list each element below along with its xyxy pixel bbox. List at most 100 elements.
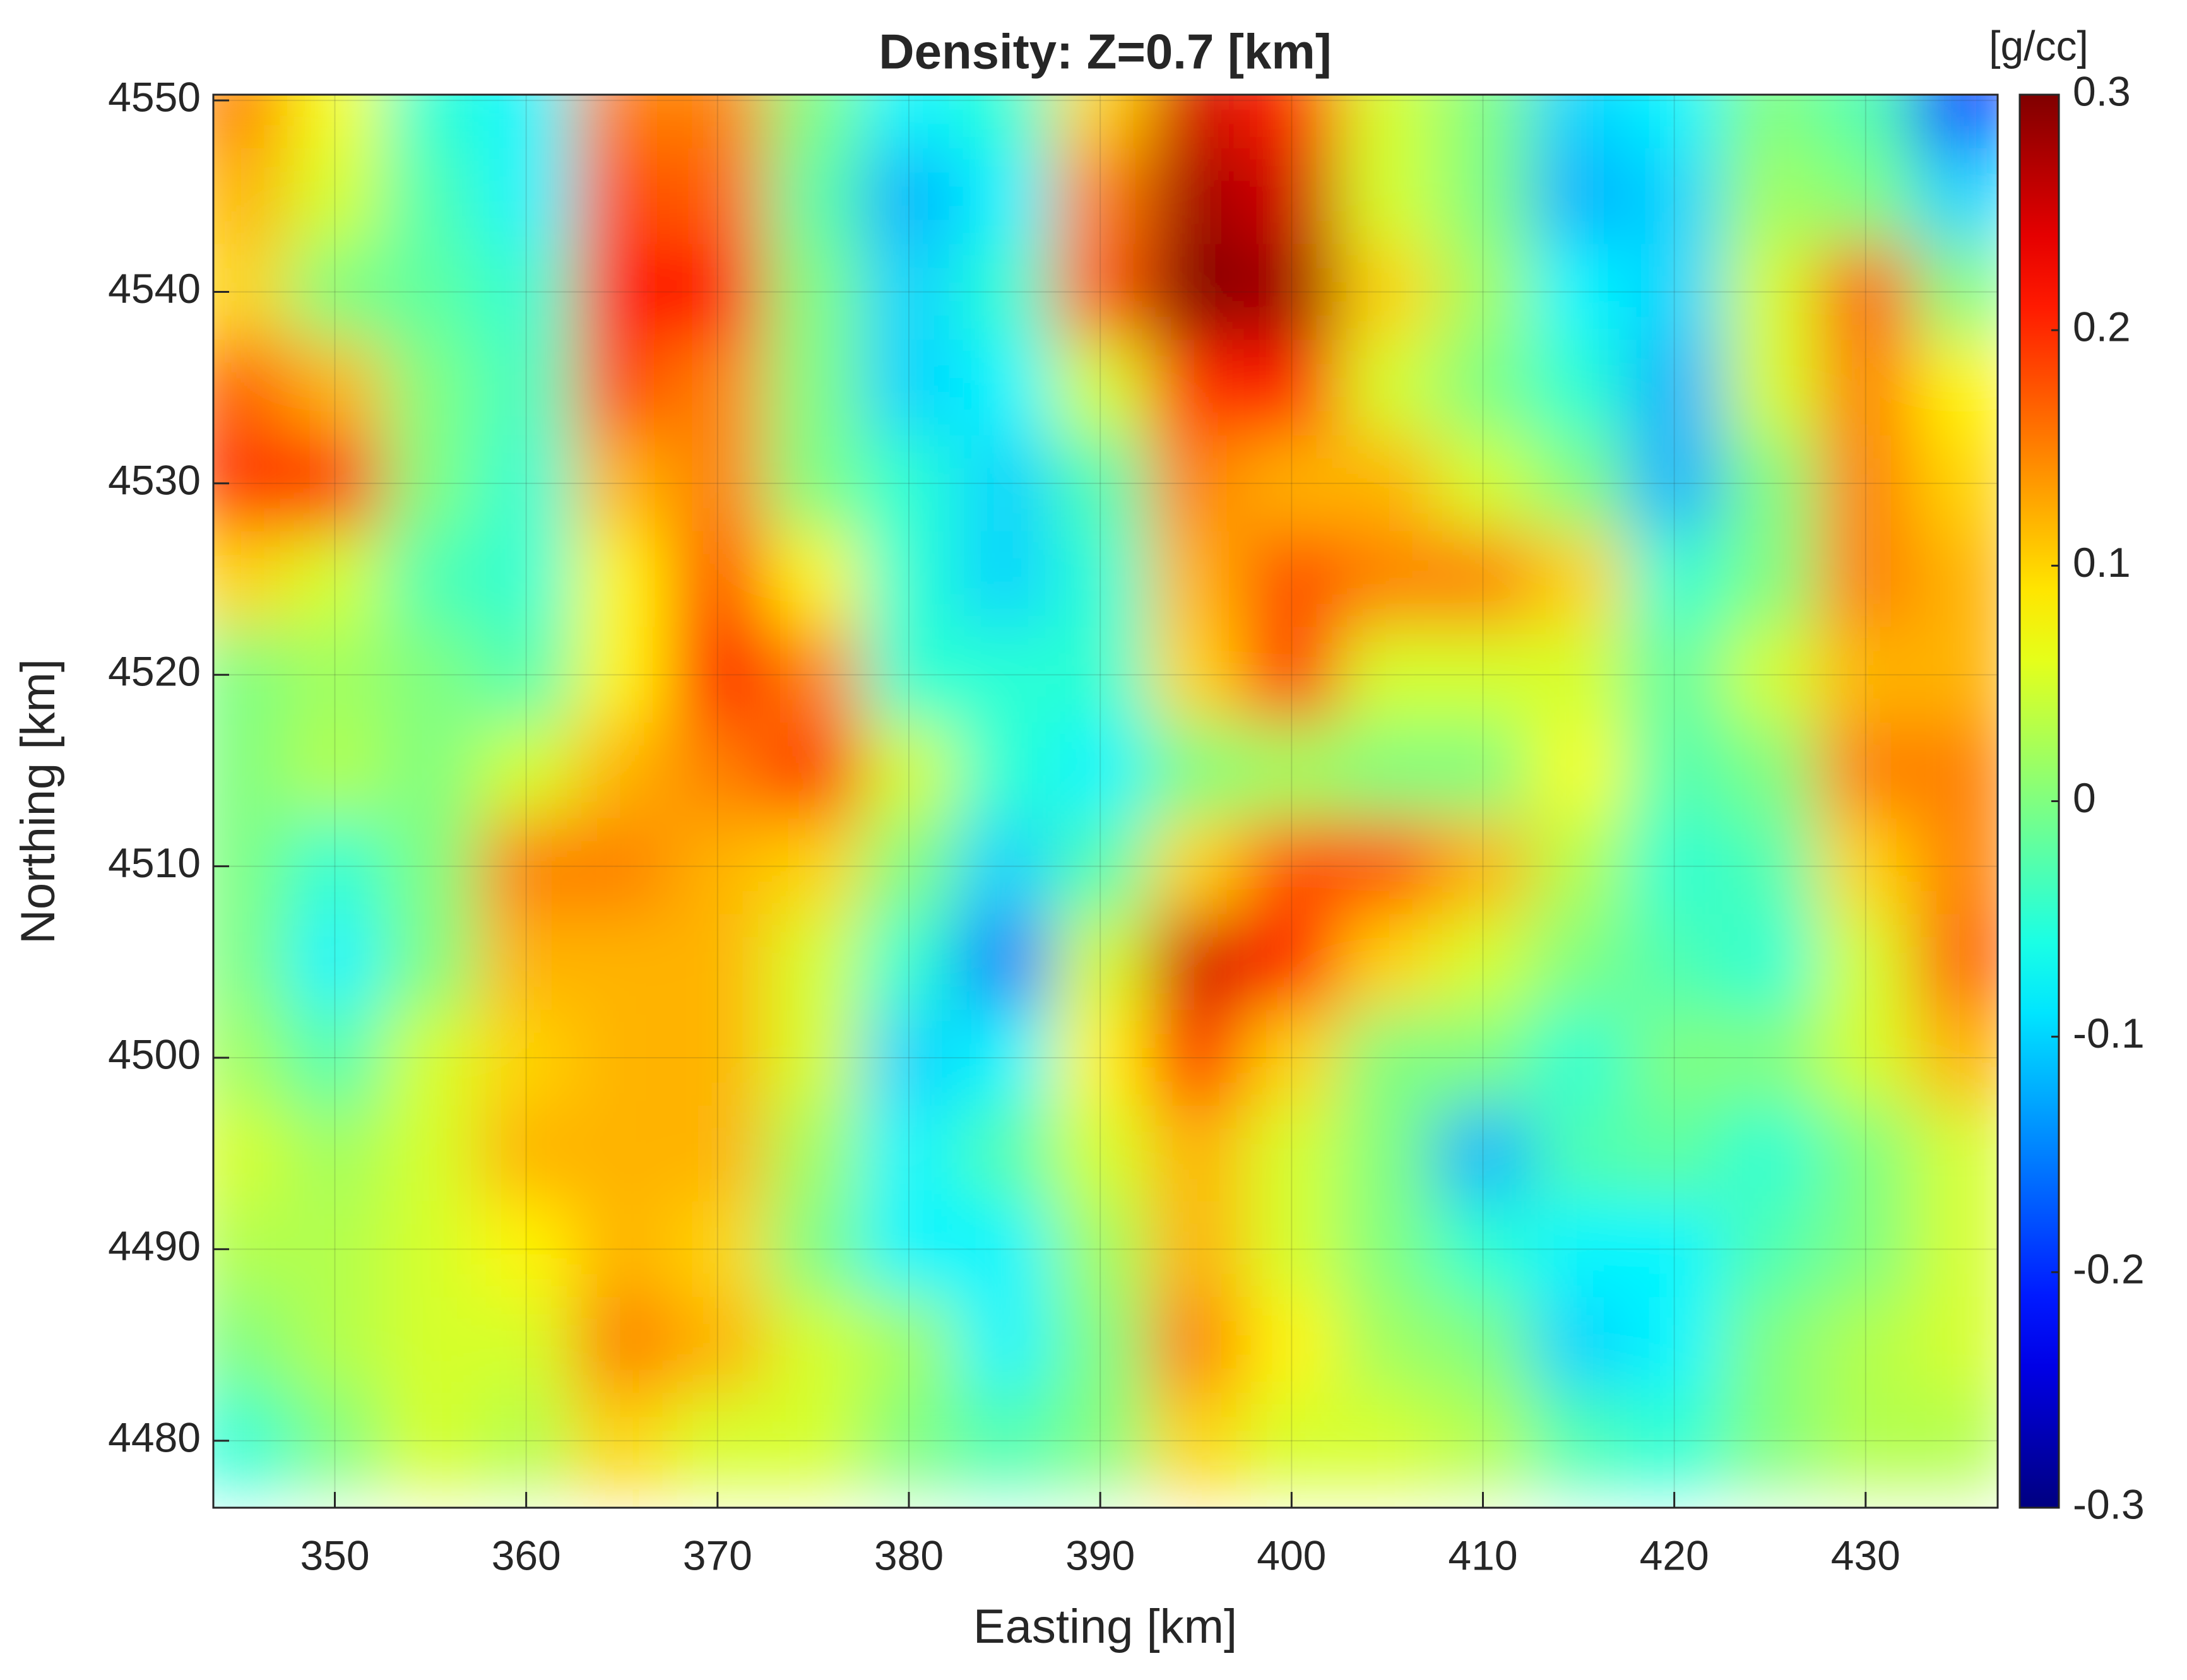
- heatmap-cell: [382, 1010, 479, 1106]
- heatmap-cell: [861, 1201, 957, 1298]
- heatmap-cell: [1818, 95, 1914, 149]
- heatmap-cell: [1435, 1010, 1532, 1106]
- heatmap-cell: [861, 627, 957, 724]
- heatmap-cell: [1626, 1392, 1723, 1489]
- heatmap-cell: [287, 914, 384, 1011]
- heatmap-cell: [861, 531, 957, 628]
- heatmap-cell: [287, 1392, 384, 1489]
- heatmap-cell: [1818, 723, 1914, 819]
- heatmap-cell: [1052, 1392, 1149, 1489]
- heatmap-cell: [1052, 627, 1149, 724]
- heatmap-cell: [765, 531, 862, 628]
- colorbar-label: [g/cc]: [1989, 22, 2089, 69]
- heatmap-cell: [1339, 95, 1436, 149]
- y-axis-label: Northing [km]: [11, 659, 65, 944]
- x-tick-label: 410: [1448, 1532, 1517, 1578]
- heatmap-cell: [1339, 1105, 1436, 1202]
- x-axis-label: Easting [km]: [973, 1600, 1237, 1653]
- heatmap-cell: [1722, 531, 1819, 628]
- heatmap-cell: [1339, 627, 1436, 724]
- heatmap-cell: [956, 818, 1053, 915]
- heatmap-cell: [1913, 148, 1998, 245]
- heatmap-cell: [478, 531, 575, 628]
- heatmap-cell: [861, 914, 957, 1011]
- heatmap-cell: [478, 1201, 575, 1298]
- colorbar-tick-label: -0.1: [2073, 1010, 2145, 1056]
- heatmap-cell: [382, 914, 479, 1011]
- heatmap-cell: [1052, 1105, 1149, 1202]
- heatmap-cell: [1722, 95, 1819, 149]
- heatmap-cell: [1147, 531, 1245, 628]
- heatmap-cell: [478, 1392, 575, 1489]
- heatmap: [213, 95, 1998, 1489]
- heatmap-cell: [478, 914, 575, 1011]
- heatmap-cell: [1818, 1010, 1914, 1106]
- heatmap-cell: [1818, 1392, 1914, 1489]
- colorbar-tick-label: 0.3: [2073, 68, 2131, 114]
- heatmap-cell: [1626, 627, 1723, 724]
- heatmap-cell: [1722, 818, 1819, 915]
- heatmap-cell: [287, 95, 384, 149]
- heatmap-cell: [574, 1392, 671, 1489]
- x-tick-label: 390: [1065, 1532, 1135, 1578]
- heatmap-cell: [1913, 1297, 1998, 1393]
- heatmap-cell: [574, 1010, 671, 1106]
- heatmap-cell: [1243, 1392, 1341, 1489]
- heatmap-cell: [1722, 723, 1819, 819]
- heatmap-cell: [1913, 1392, 1998, 1489]
- heatmap-cell: [956, 914, 1053, 1011]
- heatmap-cell: [1818, 1297, 1914, 1393]
- heatmap-cell: [1052, 914, 1149, 1011]
- heatmap-cell: [1147, 95, 1245, 149]
- heatmap-cell: [1435, 1105, 1532, 1202]
- heatmap-cell: [1339, 1297, 1436, 1393]
- heatmap-cell: [213, 723, 288, 819]
- heatmap-cell: [1243, 531, 1341, 628]
- heatmap-cell: [861, 1105, 957, 1202]
- heatmap-cell: [861, 435, 957, 532]
- heatmap-cell: [1626, 148, 1723, 245]
- heatmap-cell: [670, 914, 766, 1011]
- heatmap-cell: [1818, 818, 1914, 915]
- colorbar-tick-label: 0: [2073, 774, 2096, 821]
- heatmap-cell: [956, 435, 1053, 532]
- heatmap-cell: [1531, 818, 1627, 915]
- heatmap-cell: [1913, 340, 1998, 437]
- heatmap-cell: [1722, 148, 1819, 245]
- heatmap-cell: [574, 1105, 671, 1202]
- heatmap-cell: [670, 95, 766, 149]
- heatmap-cell: [1531, 531, 1627, 628]
- heatmap-cell: [1531, 1297, 1627, 1393]
- heatmap-cell: [1818, 627, 1914, 724]
- heatmap-cell: [287, 340, 384, 437]
- heatmap-cell: [1339, 148, 1436, 245]
- heatmap-cell: [670, 435, 766, 532]
- heatmap-cell: [574, 95, 671, 149]
- heatmap-cell: [1722, 340, 1819, 437]
- heatmap-cell: [478, 818, 575, 915]
- heatmap-cell: [956, 531, 1053, 628]
- heatmap-cell: [287, 627, 384, 724]
- heatmap-cell: [670, 340, 766, 437]
- heatmap-cell: [1147, 244, 1245, 341]
- heatmap-cell: [382, 95, 479, 149]
- heatmap-cell: [1913, 818, 1998, 915]
- heatmap-cell: [1243, 1105, 1341, 1202]
- x-tick-label: 420: [1640, 1532, 1709, 1578]
- colorbar-tick-label: -0.3: [2073, 1481, 2145, 1527]
- heatmap-cell: [861, 1297, 957, 1393]
- heatmap-cell: [1435, 435, 1532, 532]
- heatmap-cell: [1339, 1392, 1436, 1489]
- heatmap-cell: [765, 914, 862, 1011]
- heatmap-cell: [1243, 723, 1341, 819]
- heatmap-cell: [574, 914, 671, 1011]
- y-tick-label: 4540: [108, 265, 201, 312]
- heatmap-cell: [213, 95, 288, 149]
- heatmap-cell: [956, 148, 1053, 245]
- heatmap-cell: [478, 148, 575, 245]
- heatmap-cell: [1913, 627, 1998, 724]
- heatmap-cell: [1626, 818, 1723, 915]
- heatmap-cell: [1913, 1105, 1998, 1202]
